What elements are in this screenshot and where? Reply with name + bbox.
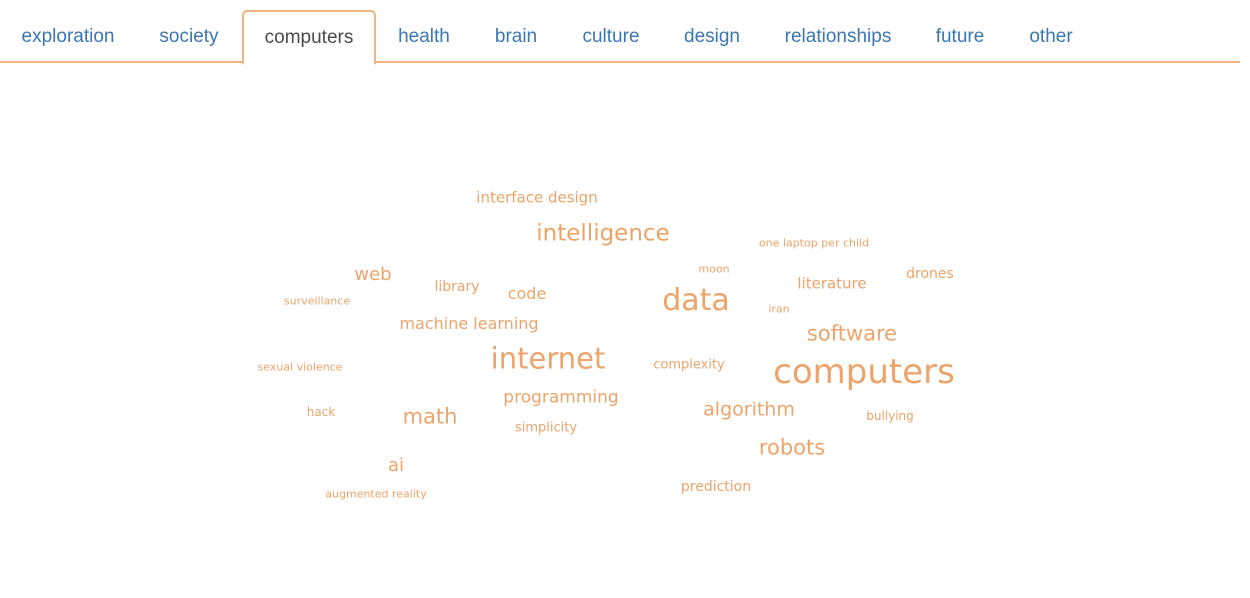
word-simplicity[interactable]: simplicity [514,420,578,436]
word-algorithm[interactable]: algorithm [703,398,795,421]
topic-tab-bar: exploration society computers health bra… [0,0,1240,65]
word-hack[interactable]: hack [306,405,336,419]
word-machine-learning[interactable]: machine learning [399,314,539,333]
word-code[interactable]: code [507,284,547,303]
word-augmented-reality[interactable]: augmented reality [325,487,427,501]
word-intelligence[interactable]: intelligence [536,220,670,247]
word-internet[interactable]: internet [490,341,606,376]
word-library[interactable]: library [434,279,480,295]
word-data[interactable]: data [662,283,730,318]
word-programming[interactable]: programming [503,387,619,408]
word-math[interactable]: math [402,404,458,429]
word-bullying[interactable]: bullying [866,409,914,423]
word-surveillance[interactable]: surveillance [283,294,351,308]
word-web[interactable]: web [354,264,392,285]
word-one-laptop-per-child[interactable]: one laptop per child [758,236,870,250]
topic-word-cloud: interface design intelligence one laptop… [0,64,1240,598]
word-robots[interactable]: robots [758,435,826,460]
word-prediction[interactable]: prediction [680,479,752,495]
tab-computers[interactable]: computers [242,10,376,65]
tab-design[interactable]: design [684,26,740,47]
word-sexual-violence[interactable]: sexual violence [257,360,343,374]
word-drones[interactable]: drones [906,266,954,282]
tab-society[interactable]: society [159,26,219,47]
tab-culture[interactable]: culture [582,26,640,47]
tab-future[interactable]: future [935,26,985,47]
tab-other[interactable]: other [1029,26,1073,47]
tab-brain[interactable]: brain [494,26,538,47]
word-ai[interactable]: ai [387,455,405,476]
tab-relationships[interactable]: relationships [784,26,892,47]
tab-health[interactable]: health [398,26,450,47]
word-interface-design[interactable]: interface design [476,188,598,207]
word-literature[interactable]: literature [797,274,867,293]
word-moon[interactable]: moon [698,262,730,276]
word-complexity[interactable]: complexity [653,357,725,373]
word-software[interactable]: software [806,321,898,346]
word-computers[interactable]: computers [773,352,955,392]
tab-exploration[interactable]: exploration [21,26,115,47]
word-iran[interactable]: iran [768,302,790,316]
